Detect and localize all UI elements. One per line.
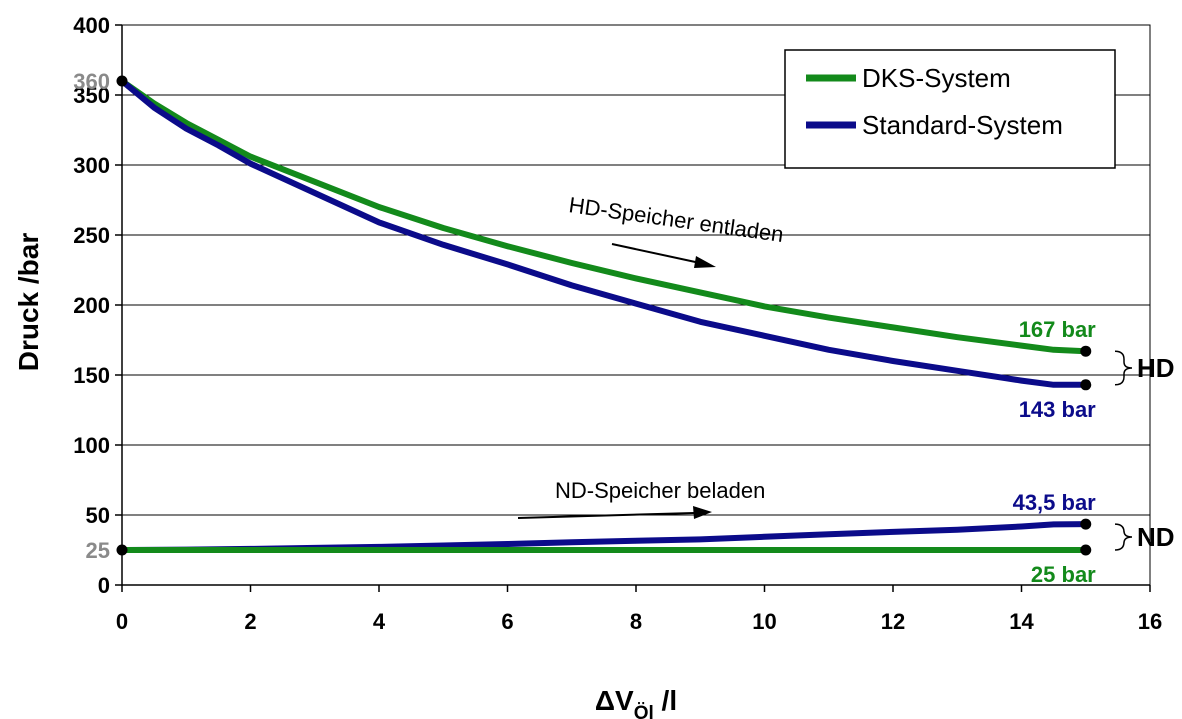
series-line-standard-system-hd: [119, 78, 1089, 388]
y-tick-label-350: 350: [73, 83, 110, 108]
annotation-hd-arrow-head: [694, 256, 716, 268]
annotation-nd-text: ND-Speicher beladen: [555, 478, 765, 503]
annotation-nd: ND-Speicher beladen: [517, 478, 765, 519]
x-tick-label-8: 8: [630, 609, 642, 634]
legend-box: [784, 49, 1116, 169]
legend-label-dks: DKS-System: [862, 63, 1011, 93]
annotation-hd-arrow-shaft: [611, 243, 701, 264]
series-line-dks-system-hd: [119, 78, 1089, 355]
endpoint-markers: [116, 75, 1092, 556]
end-label-3: 25 bar: [1031, 562, 1096, 587]
endpoint-marker-4: [1080, 518, 1092, 530]
legend-label-standard: Standard-System: [862, 110, 1063, 140]
x-tick-label-0: 0: [116, 609, 128, 634]
series-lines: [119, 78, 1089, 553]
end-value-labels: 167 bar 143 bar 43,5 bar 25 bar: [1013, 317, 1097, 587]
x-tick-label-4: 4: [373, 609, 386, 634]
x-tick-label-10: 10: [752, 609, 776, 634]
y-tick-label-150: 150: [73, 363, 110, 388]
y-tick-label-50: 50: [86, 503, 110, 528]
y-tick-label-300: 300: [73, 153, 110, 178]
x-tick-label-16: 16: [1138, 609, 1162, 634]
x-tick-label-2: 2: [244, 609, 256, 634]
y-tick-label-0: 0: [98, 573, 110, 598]
y-axis-title: Druck /bar: [13, 233, 44, 372]
bracket-label-nd: ND: [1137, 522, 1175, 552]
y-tick-label-200: 200: [73, 293, 110, 318]
end-label-1: 143 bar: [1019, 397, 1096, 422]
group-brackets: HD ND: [1114, 350, 1175, 552]
x-tick-label-12: 12: [881, 609, 905, 634]
y-tick-label-100: 100: [73, 433, 110, 458]
x-axis-title: ΔVÖl /l: [595, 685, 677, 719]
end-label-2: 43,5 bar: [1013, 490, 1097, 515]
end-label-0: 167 bar: [1019, 317, 1096, 342]
y-special-label-360: 360: [73, 69, 110, 94]
endpoint-marker-2: [1080, 345, 1092, 357]
bracket-label-hd: HD: [1137, 353, 1175, 383]
grid-lines: [122, 24, 1150, 516]
x-axis-title-sub: Öl: [634, 703, 654, 719]
annotation-hd-text: HD-Speicher entladen: [567, 192, 785, 247]
y-tick-label-250: 250: [73, 223, 110, 248]
bracket-hd: [1114, 350, 1133, 386]
x-axis-title-unit: /l: [654, 685, 677, 716]
x-tick-label-14: 14: [1009, 609, 1034, 634]
y-special-label-25: 25: [86, 538, 110, 563]
x-axis-title-main: ΔV: [595, 685, 634, 716]
endpoint-marker-1: [116, 544, 128, 556]
annotation-hd: HD-Speicher entladen: [567, 192, 785, 268]
endpoint-marker-5: [1080, 544, 1092, 556]
annotation-nd-arrow-head: [693, 506, 712, 519]
annotation-nd-arrow-shaft: [517, 512, 695, 519]
endpoint-marker-3: [1080, 379, 1092, 391]
endpoint-marker-0: [116, 75, 128, 87]
bracket-nd: [1114, 523, 1133, 551]
x-tick-label-6: 6: [501, 609, 513, 634]
y-tick-label-400: 400: [73, 13, 110, 38]
legend: DKS-System Standard-System: [784, 49, 1116, 169]
series-line-standard-system-nd: [119, 521, 1089, 553]
